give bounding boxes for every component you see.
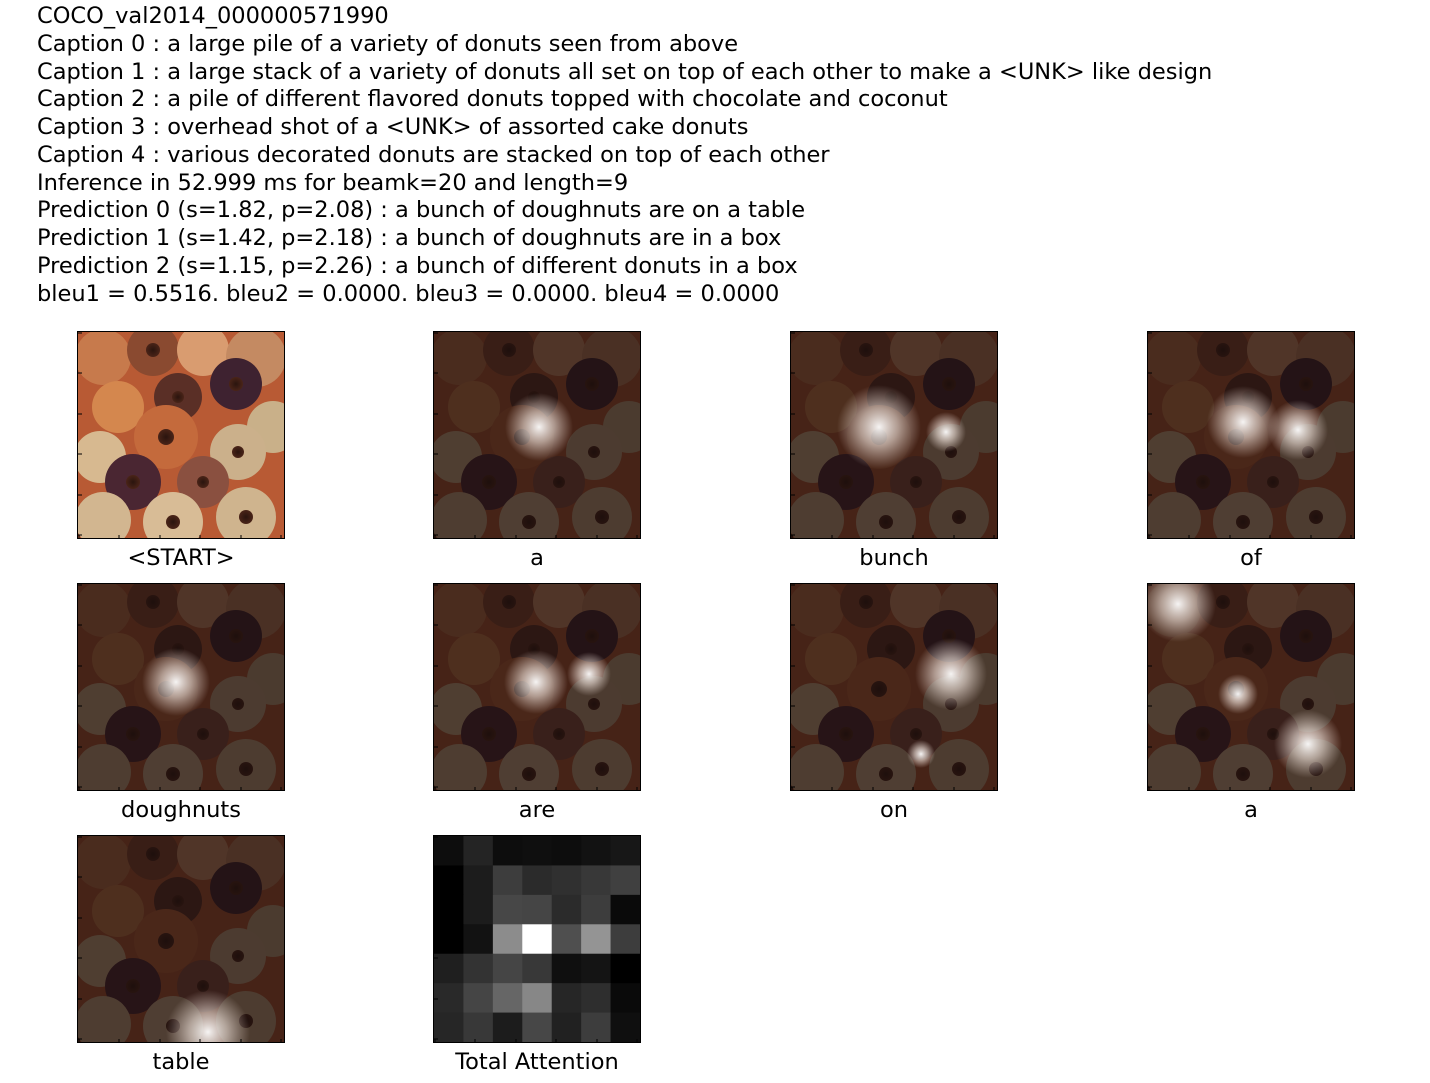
heatmap-cell <box>581 894 612 925</box>
caption-4: Caption 4 : various decorated donuts are… <box>37 141 830 168</box>
caption-2: Caption 2 : a pile of different flavored… <box>37 86 948 113</box>
heatmap-cell <box>463 894 494 925</box>
heatmap-cell <box>522 894 553 925</box>
heatmap-cell <box>522 865 553 896</box>
heatmap-cell <box>551 953 582 984</box>
heatmap-cell <box>463 1012 494 1042</box>
attention-map-image <box>790 583 998 791</box>
heatmap-cell <box>551 836 582 866</box>
heatmap-cell <box>522 924 553 955</box>
heatmap-cell <box>463 924 494 955</box>
panel-word-label: of <box>1240 545 1262 571</box>
heatmap-cell <box>434 983 464 1014</box>
panel-word-label: Total Attention <box>455 1049 619 1075</box>
panel-word-label: table <box>152 1049 210 1075</box>
heatmap-cell <box>434 865 464 896</box>
prediction-1: Prediction 1 (s=1.42, p=2.18) : a bunch … <box>37 225 782 251</box>
heatmap-cell <box>434 836 464 866</box>
panel-word-label: on <box>879 797 909 823</box>
image-id: COCO_val2014_000000571990 <box>37 3 389 29</box>
heatmap-cell <box>610 836 640 866</box>
heatmap-cell <box>551 865 582 896</box>
attention-glow <box>926 412 966 452</box>
heatmap-cell <box>610 1012 640 1042</box>
panel-word-label: doughnuts <box>121 797 241 823</box>
heatmap-cell <box>463 953 494 984</box>
attention-glow <box>1218 674 1258 714</box>
heatmap-cell <box>610 865 640 896</box>
panel-word-label: a <box>1244 797 1258 823</box>
heatmap-cell <box>492 865 523 896</box>
heatmap-cell <box>581 1012 612 1042</box>
heatmap-cell <box>522 983 553 1014</box>
heatmap-cell <box>492 924 523 955</box>
panel-word-label: <START> <box>127 545 235 571</box>
panel-word-label: a <box>530 545 544 571</box>
panel-word-label: bunch <box>859 545 929 571</box>
heatmap-cell <box>610 924 640 955</box>
heatmap-cell <box>551 983 582 1014</box>
attention-map-image <box>1147 331 1355 539</box>
caption-0: Caption 0 : a large pile of a variety of… <box>37 30 739 57</box>
header-text: COCO_val2014_000000571990 Caption 0 : a … <box>37 3 1417 308</box>
heatmap-cell <box>463 865 494 896</box>
attention-glow <box>1274 710 1342 778</box>
attention-glow <box>837 385 921 469</box>
bleu-line: bleu1 = 0.5516. bleu2 = 0.0000. bleu3 = … <box>37 280 780 307</box>
heatmap-cell <box>434 894 464 925</box>
attention-glow <box>915 638 987 710</box>
heatmap-cell <box>492 983 523 1014</box>
attention-glow <box>1148 584 1216 642</box>
heatmap-cell <box>581 865 612 896</box>
heatmap-cell <box>581 953 612 984</box>
attention-map-image <box>1147 583 1355 791</box>
attention-glow <box>504 650 568 714</box>
caption-1: Caption 1 : a large stack of a variety o… <box>37 58 1213 85</box>
heatmap-cell <box>522 1012 553 1042</box>
inference-line: Inference in 52.999 ms for beamk=20 and … <box>37 169 629 196</box>
heatmap-cell <box>610 953 640 984</box>
attention-glow <box>1268 400 1328 460</box>
attention-glow <box>567 652 611 696</box>
heatmap-cell <box>492 894 523 925</box>
prediction-2: Prediction 2 (s=1.15, p=2.26) : a bunch … <box>37 252 798 279</box>
original-image <box>77 331 285 539</box>
heatmap-cell <box>581 924 612 955</box>
heatmap-cell <box>522 953 553 984</box>
attention-glow <box>142 648 210 716</box>
heatmap-cell <box>434 924 464 955</box>
total-attention-heatmap <box>433 835 641 1043</box>
heatmap-cell <box>434 1012 464 1042</box>
heatmap-cell <box>463 983 494 1014</box>
heatmap-cell <box>492 953 523 984</box>
heatmap-cell <box>610 894 640 925</box>
attention-map-image <box>790 331 998 539</box>
heatmap-cell <box>551 894 582 925</box>
panel-word-label: are <box>518 797 556 823</box>
heatmap-cell <box>551 924 582 955</box>
heatmap-cell <box>463 836 494 866</box>
attention-glow <box>1207 386 1279 458</box>
attention-map-image <box>433 331 641 539</box>
heatmap-cell <box>610 983 640 1014</box>
heatmap-cell <box>551 1012 582 1042</box>
attention-map-image <box>77 583 285 791</box>
heatmap-cell <box>492 836 523 866</box>
attention-glow <box>907 740 935 768</box>
prediction-0: Prediction 0 (s=1.82, p=2.08) : a bunch … <box>37 197 806 224</box>
attention-map-image <box>433 583 641 791</box>
heatmap-cell <box>434 953 464 984</box>
attention-glow <box>505 393 573 461</box>
heatmap-cell <box>492 1012 523 1042</box>
attention-glow <box>166 990 250 1042</box>
attention-map-image <box>77 835 285 1043</box>
heatmap-cell <box>581 983 612 1014</box>
heatmap-cell <box>522 836 553 866</box>
heatmap-cell <box>581 836 612 866</box>
caption-3: Caption 3 : overhead shot of a <UNK> of … <box>37 114 749 140</box>
